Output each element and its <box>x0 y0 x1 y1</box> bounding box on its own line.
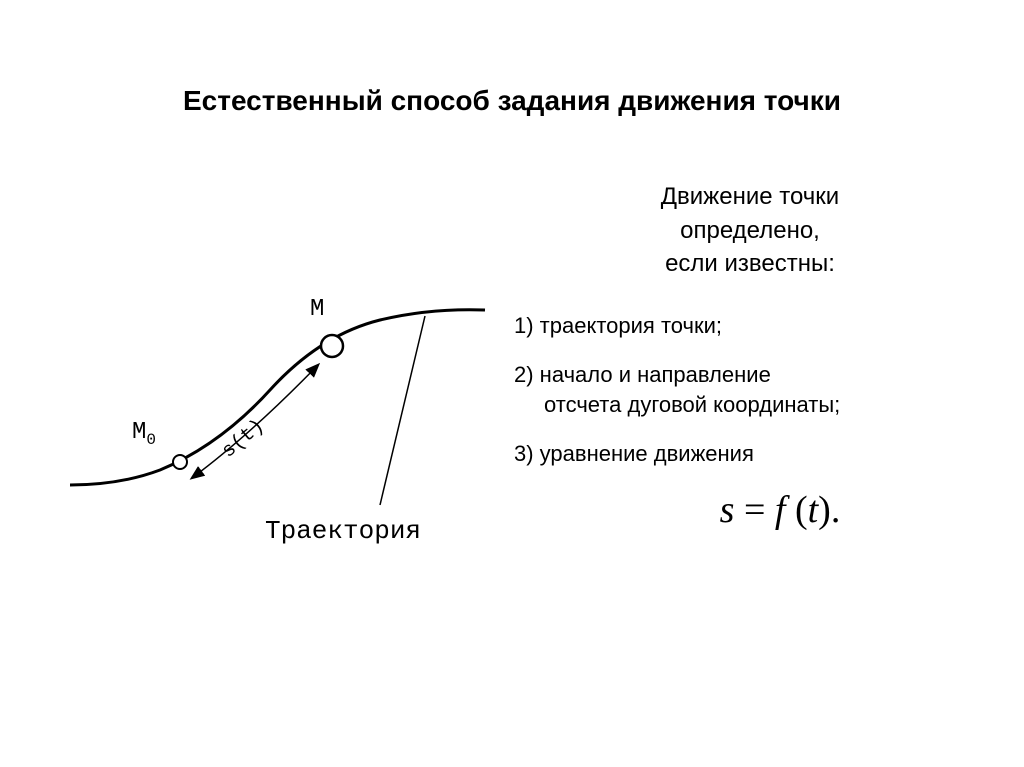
list-item-2: 2) начало и направление отсчета дуговой … <box>510 360 990 422</box>
label-trajectory: Траектория <box>265 516 421 546</box>
text-content: Движение точки определено, если известны… <box>510 180 990 532</box>
eq-t: t <box>808 489 819 531</box>
list-item-3: 3) уравнение движения <box>510 439 990 470</box>
pointer-line <box>380 316 425 505</box>
eq-f: f <box>775 489 795 531</box>
eq-close: ). <box>818 489 840 531</box>
eq-equals: = <box>734 489 774 531</box>
intro-line-3: если известны: <box>510 247 990 281</box>
intro-line-1: Движение точки <box>510 180 990 214</box>
list-item-2b: отсчета дуговой координаты; <box>514 390 990 421</box>
point-m0 <box>173 455 187 469</box>
label-m0: M0 <box>132 419 156 449</box>
list-item-1: 1) траектория точки; <box>510 311 990 342</box>
list-item-2a: 2) начало и направление <box>514 360 990 391</box>
label-st: s(t) <box>218 415 270 463</box>
trajectory-diagram: M0 M s(t) Траектория <box>70 280 490 560</box>
equation-motion: s = f (t). <box>570 488 990 532</box>
page-title: Естественный способ задания движения точ… <box>0 85 1024 117</box>
label-m: M <box>310 296 324 323</box>
eq-open: ( <box>795 489 808 531</box>
eq-s: s <box>720 489 735 531</box>
intro-text: Движение точки определено, если известны… <box>510 180 990 281</box>
intro-line-2: определено, <box>510 214 990 248</box>
point-m <box>321 335 343 357</box>
curve-path <box>70 310 485 485</box>
